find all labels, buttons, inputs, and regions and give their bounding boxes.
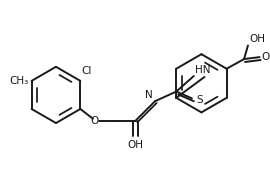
Text: O: O <box>91 116 99 126</box>
Text: S: S <box>197 95 203 105</box>
Text: HN: HN <box>195 65 210 75</box>
Text: CH₃: CH₃ <box>9 76 29 86</box>
Text: OH: OH <box>128 140 144 150</box>
Text: Cl: Cl <box>81 66 92 76</box>
Text: N: N <box>145 90 153 100</box>
Text: O: O <box>262 52 270 62</box>
Text: OH: OH <box>249 34 265 45</box>
